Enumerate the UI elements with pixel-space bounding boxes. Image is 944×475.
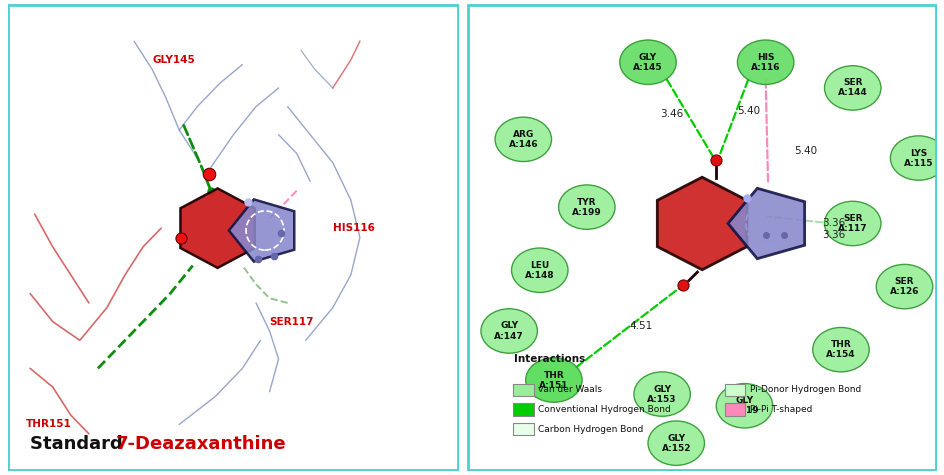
FancyBboxPatch shape	[513, 384, 533, 396]
Text: 3.36: 3.36	[821, 218, 845, 228]
Polygon shape	[657, 177, 746, 270]
Text: 4.51: 4.51	[629, 321, 652, 331]
FancyBboxPatch shape	[724, 384, 745, 396]
Text: TYR
A:199: TYR A:199	[571, 198, 601, 217]
Text: Conventional Hydrogen Bond: Conventional Hydrogen Bond	[538, 405, 670, 414]
Text: Interactions: Interactions	[514, 354, 584, 364]
Ellipse shape	[558, 185, 615, 229]
Text: 5.40: 5.40	[793, 146, 817, 156]
Polygon shape	[228, 200, 294, 262]
Ellipse shape	[812, 327, 868, 372]
Text: THR151: THR151	[25, 419, 72, 429]
Ellipse shape	[633, 372, 690, 416]
Text: THR
A:154: THR A:154	[825, 340, 855, 359]
FancyBboxPatch shape	[513, 403, 533, 416]
Ellipse shape	[716, 384, 772, 428]
Text: LEU
A:148: LEU A:148	[525, 261, 554, 280]
Text: THR
A:151: THR A:151	[539, 370, 568, 389]
Ellipse shape	[823, 201, 880, 246]
Text: van der Waals: van der Waals	[538, 385, 601, 394]
Text: GLY
A:152: GLY A:152	[661, 434, 690, 453]
Text: 3.46: 3.46	[659, 109, 683, 119]
Text: Pi-Donor Hydrogen Bond: Pi-Donor Hydrogen Bond	[750, 385, 861, 394]
Text: Pi-Pi T-shaped: Pi-Pi T-shaped	[750, 405, 812, 414]
Text: GLY145: GLY145	[152, 55, 194, 65]
Text: Carbon Hydrogen Bond: Carbon Hydrogen Bond	[538, 425, 643, 434]
Text: SER
A:144: SER A:144	[837, 78, 867, 97]
Ellipse shape	[525, 358, 582, 402]
Text: HIS
A:116: HIS A:116	[750, 53, 780, 72]
Ellipse shape	[495, 117, 551, 162]
Polygon shape	[727, 188, 803, 259]
Text: GLY
A:145: GLY A:145	[632, 53, 662, 72]
Text: Standard: Standard	[30, 435, 129, 453]
Ellipse shape	[480, 309, 537, 353]
Text: GLY
A:119: GLY A:119	[729, 396, 758, 415]
Ellipse shape	[889, 136, 944, 180]
Text: SER
A:117: SER A:117	[837, 214, 867, 233]
FancyBboxPatch shape	[513, 423, 533, 435]
Polygon shape	[180, 189, 255, 268]
Text: GLY
A:147: GLY A:147	[494, 322, 524, 341]
Ellipse shape	[875, 265, 932, 309]
Text: SER
A:126: SER A:126	[889, 277, 919, 296]
Ellipse shape	[736, 40, 793, 85]
Text: SER117: SER117	[269, 317, 313, 327]
FancyBboxPatch shape	[724, 403, 745, 416]
Text: ARG
A:146: ARG A:146	[508, 130, 537, 149]
Text: 7-Deazaxanthine: 7-Deazaxanthine	[116, 435, 286, 453]
Ellipse shape	[823, 66, 880, 110]
Text: LYS
A:115: LYS A:115	[902, 149, 933, 168]
Text: HIS116: HIS116	[332, 223, 374, 233]
Ellipse shape	[619, 40, 676, 85]
Text: 5.40: 5.40	[737, 106, 760, 116]
Ellipse shape	[511, 248, 567, 293]
Text: GLY
A:153: GLY A:153	[647, 385, 676, 404]
Text: 3.36: 3.36	[821, 230, 845, 240]
Ellipse shape	[648, 421, 703, 466]
